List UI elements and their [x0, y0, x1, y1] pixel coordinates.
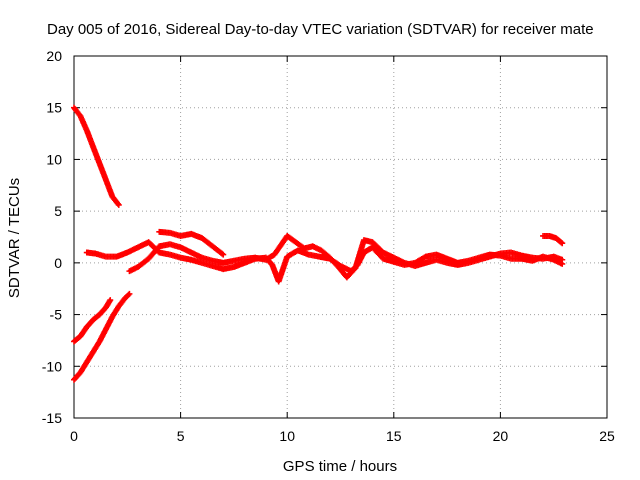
plot-frame [73, 55, 608, 419]
series-arc-lower-left-a [71, 297, 114, 345]
data-point [559, 256, 566, 263]
y-tick-label: 0 [54, 255, 62, 271]
series-layer [71, 104, 566, 383]
data-point [219, 250, 226, 257]
x-tick-label: 10 [279, 428, 295, 444]
data-point [107, 297, 114, 304]
series-band-main-b [126, 232, 566, 281]
y-tick-label: -10 [42, 358, 62, 374]
data-point [559, 240, 566, 247]
y-tick-label: -15 [42, 410, 62, 426]
x-tick-label: 20 [493, 428, 509, 444]
y-tick-label: 15 [46, 100, 62, 116]
y-tick-labels: -15 -10 -5 0 5 10 15 20 [42, 48, 62, 426]
data-point [115, 201, 122, 208]
x-tick-label: 0 [70, 428, 78, 444]
series-arc-lower-left-b [71, 290, 133, 383]
x-tick-label: 15 [386, 428, 402, 444]
chart-title: Day 005 of 2016, Sidereal Day-to-day VTE… [47, 21, 594, 38]
y-tick-label: 10 [46, 151, 62, 167]
x-tick-label: 5 [177, 428, 185, 444]
y-axis-label: SDTVAR / TECUs [6, 178, 23, 298]
y-tick-label: 20 [46, 48, 62, 64]
data-point [220, 251, 227, 258]
series-arc-mid-hump [156, 228, 227, 258]
y-tick-label: -5 [50, 307, 63, 323]
y-tick-label: 5 [54, 203, 62, 219]
x-tick-label: 25 [599, 428, 615, 444]
x-tick-labels: 0 5 10 15 20 25 [70, 428, 615, 444]
data-point [125, 291, 132, 298]
series-arc-upper-descending [71, 104, 122, 208]
data-point [114, 200, 121, 207]
tick-layer [73, 55, 608, 419]
data-point [126, 290, 133, 297]
data-point [558, 239, 565, 246]
x-axis-label: GPS time / hours [283, 458, 397, 475]
series-arc-late [540, 232, 566, 247]
